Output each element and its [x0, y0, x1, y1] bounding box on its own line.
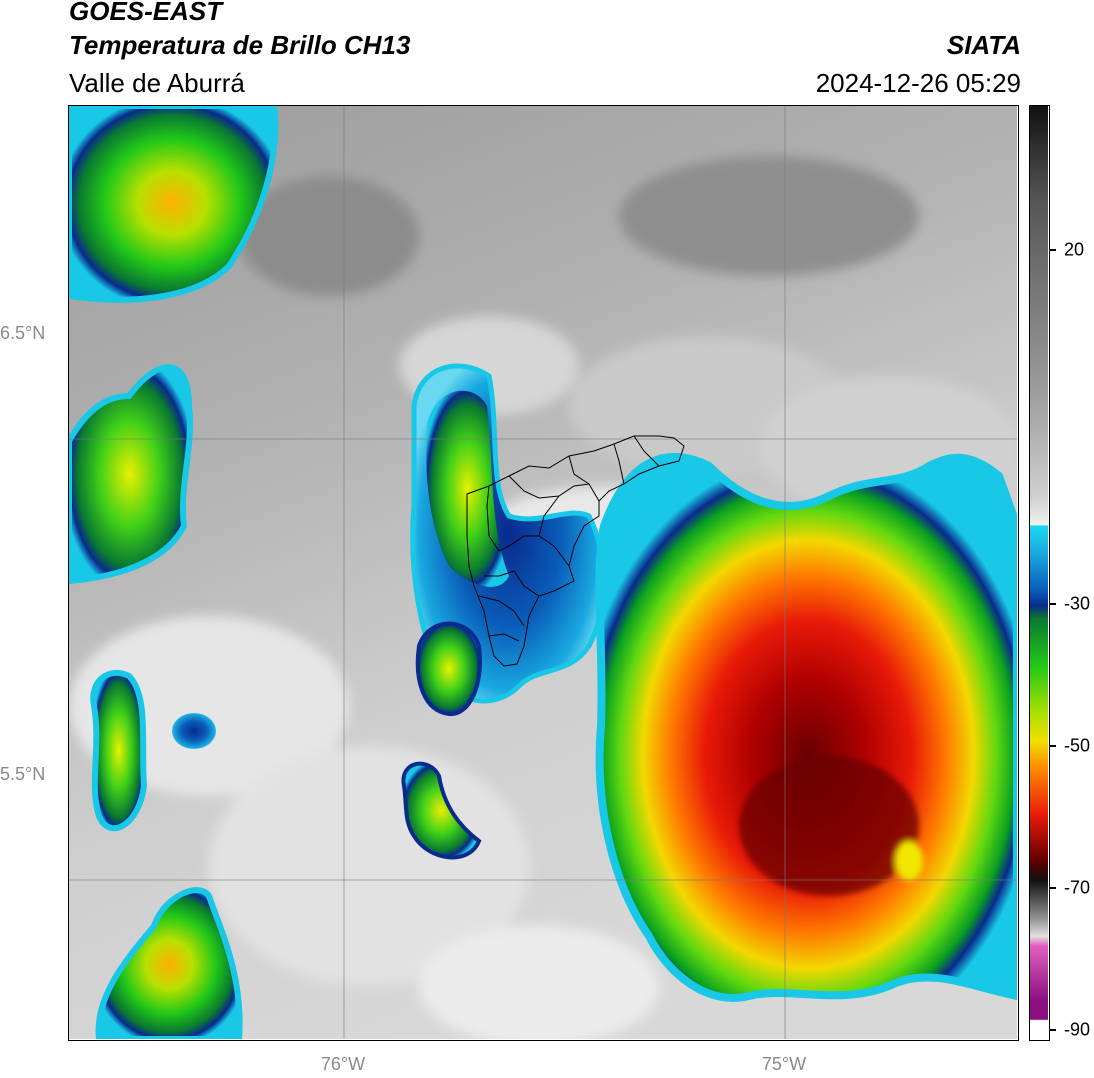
colorbar-tick: [1050, 603, 1056, 605]
cloud-cell-small: [172, 713, 216, 749]
cloud-cell-south: [95, 887, 243, 1039]
satellite-title: GOES-EAST: [69, 0, 223, 26]
colorbar-label-minus70: -70: [1064, 877, 1091, 898]
colorbar: [1029, 105, 1050, 1041]
cloud-cell-central-low: [415, 621, 482, 717]
cloud-cell-central-green: [426, 390, 509, 587]
storm-core: [739, 756, 923, 896]
product-title: Temperatura de Brillo CH13: [69, 30, 411, 60]
cloud-cell-southwest: [90, 669, 148, 832]
cloud-cell-west: [69, 364, 194, 585]
lon-label-76w: 76°W: [320, 1054, 366, 1074]
satellite-map[interactable]: [68, 105, 1019, 1041]
map-canvas: [69, 106, 1017, 1039]
colorbar-label-minus90: -90: [1064, 1019, 1091, 1040]
region-subtitle: Valle de Aburrá: [69, 68, 245, 98]
storm-system-east: [595, 452, 1017, 1002]
lat-label-6-5n: 6.5°N: [0, 323, 46, 343]
agency-label: SIATA: [946, 30, 1021, 60]
colorbar-label-minus50: -50: [1064, 735, 1091, 756]
datetime-label: 2024-12-26 05:29: [815, 68, 1021, 98]
cloud-cell-northwest: [69, 106, 279, 303]
colorbar-tick: [1050, 745, 1056, 747]
colorbar-label-20: 20: [1064, 239, 1085, 260]
aburra-valley-boundaries: [466, 435, 685, 667]
lat-label-5-5n: 5.5°N: [0, 764, 46, 784]
colorbar-tick: [1050, 1029, 1056, 1031]
colorbar-label-minus30: -30: [1064, 593, 1091, 614]
cloud-cell-south-central: [401, 761, 482, 860]
colorbar-tick: [1050, 887, 1056, 889]
colorbar-tick: [1050, 249, 1056, 251]
lon-label-75w: 75°W: [761, 1054, 807, 1074]
colorbar-gradient: [1030, 106, 1048, 1039]
graticule: [69, 106, 1017, 1039]
